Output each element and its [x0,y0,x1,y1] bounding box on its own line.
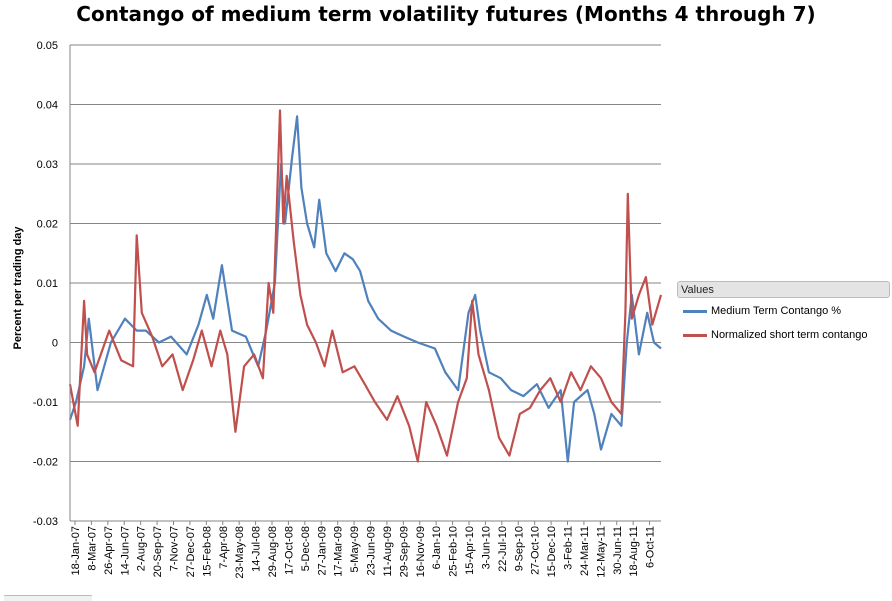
x-tick-label: 11-Aug-09 [382,526,394,577]
x-tick-label: 2-Aug-07 [136,526,148,571]
y-tick-label: 0.02 [37,219,58,231]
axes [70,45,661,525]
legend-label-medium-term: Medium Term Contango % [711,305,841,317]
legend-label-short-term: Normalized short term contango [711,329,868,341]
x-tick-label: 27-Oct-10 [530,526,542,575]
x-tick-label: 15-Apr-10 [464,526,476,575]
x-tick-label: 15-Feb-08 [201,526,213,577]
legend-title[interactable]: Values [677,281,890,298]
x-tick-labels: 18-Jan-07 8-Mar-07 26-Apr-07 14-Jun-07 2-Aug… [70,526,657,579]
y-tick-label: -0.03 [33,516,58,528]
y-tick-label: -0.01 [33,397,58,409]
x-tick-label: 6-Jan-10 [431,526,443,569]
legend-swatch-medium-term [683,310,707,313]
x-tick-label: 16-Nov-09 [415,526,427,577]
x-tick-label: 9-Sep-10 [513,526,525,571]
x-tick-label: 6-Oct-11 [645,526,657,568]
legend-item-short-term: Normalized short term contango [683,327,868,343]
series-lines [70,110,661,461]
x-tick-label: 27-Dec-07 [185,526,197,577]
x-tick-label: 7-Nov-07 [169,526,181,571]
x-tick-label: 3-Feb-11 [563,526,575,570]
legend-item-medium-term: Medium Term Contango % [683,303,841,319]
x-tick-label: 17-Mar-09 [333,526,345,577]
x-tick-label: 22-Jul-10 [497,526,509,572]
legend-swatch-short-term [683,334,707,337]
gridlines [70,45,661,521]
x-tick-label: 14-Jul-08 [251,526,263,572]
x-tick-label: 3-Jun-10 [480,526,492,569]
y-tick-label: 0 [52,338,58,350]
x-tick-label: 14-Jun-07 [119,526,131,576]
x-tick-label: 15-Dec-10 [546,526,558,577]
x-tick-label: 12-May-11 [595,526,607,578]
x-tick-label: 23-May-08 [234,526,246,579]
x-tick-label: 27-Jan-09 [316,526,328,576]
horizontal-scrollbar[interactable] [4,595,92,601]
y-tick-labels: 0.05 0.04 0.03 0.02 0.01 0 -0.01 -0.02 -0.03 [33,40,58,528]
x-tick-label: 5-Dec-08 [300,526,312,571]
y-tick-label: 0.05 [37,40,58,52]
x-tick-label: 8-Mar-07 [86,526,98,571]
y-tick-label: 0.04 [37,100,58,112]
y-tick-label: 0.03 [37,159,58,171]
x-tick-label: 30-Jun-11 [612,526,624,575]
y-tick-label: 0.01 [37,278,58,290]
legend: Values Medium Term Contango % Normalized… [677,281,892,353]
y-tick-label: -0.02 [33,457,58,469]
x-tick-label: 18-Jan-07 [70,526,82,576]
x-tick-label: 29-Aug-08 [267,526,279,577]
x-tick-label: 18-Aug-11 [628,526,640,577]
x-tick-label: 17-Oct-08 [283,526,295,575]
x-tick-label: 5-May-09 [349,526,361,572]
x-tick-label: 20-Sep-07 [152,526,164,577]
x-tick-label: 7-Apr-08 [218,526,230,569]
x-tick-label: 23-Jun-09 [366,526,378,576]
x-tick-label: 29-Sep-09 [398,526,410,577]
series-line-medium-term [70,116,661,461]
x-tick-label: 25-Feb-10 [448,526,460,577]
x-tick-label: 24-Mar-11 [579,526,591,576]
x-tick-label: 26-Apr-07 [103,526,115,575]
